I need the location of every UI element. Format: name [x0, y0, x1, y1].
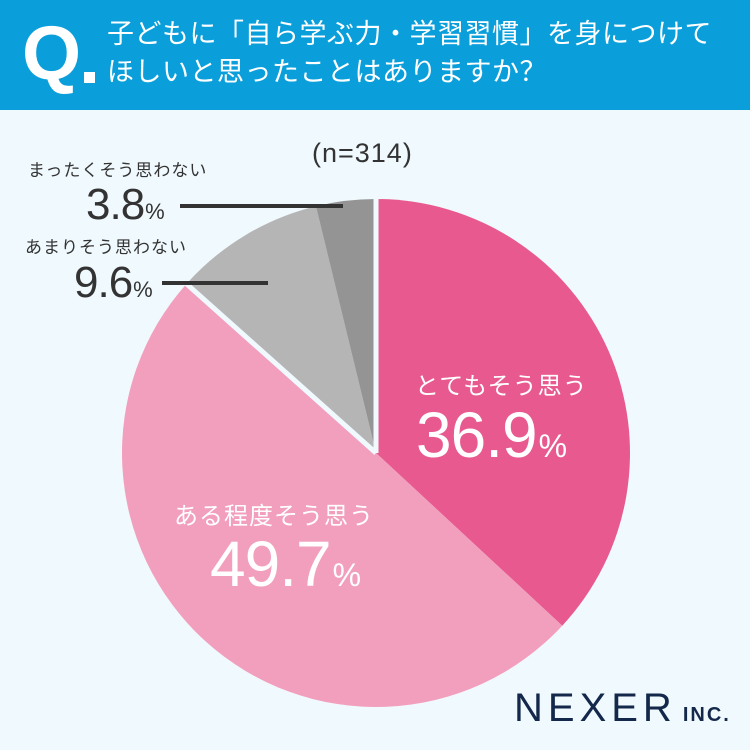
- value-strongly-agree: 36.9%: [416, 399, 568, 471]
- label-somewhat-disagree: あまりそう思わない: [25, 238, 187, 258]
- slice-separator: [184, 281, 378, 455]
- label-somewhat-agree: ある程度そう思う: [174, 502, 374, 530]
- question-line-1: 子どもに「自ら学ぶ力・学習習慣」を身につけて: [107, 19, 712, 50]
- value-somewhat-agree: 49.7%: [210, 528, 362, 600]
- slice-somewhat-agree: [122, 283, 563, 707]
- value-somewhat-disagree: 9.6%: [74, 258, 153, 307]
- nexer-logo: NEXER INC.: [514, 686, 731, 730]
- question-text: 子どもに「自ら学ぶ力・学習習慣」を身につけて ほしいと思ったことはありますか？: [107, 16, 737, 92]
- value-strongly-disagree: 3.8%: [86, 180, 165, 229]
- q-dot: [84, 72, 95, 83]
- question-line-2: ほしいと思ったことはありますか？: [107, 57, 547, 88]
- slice-strongly-agree: [376, 199, 630, 626]
- sample-size: (n=314): [312, 138, 413, 168]
- label-strongly-disagree: まったくそう思わない: [28, 161, 208, 181]
- slice-strongly-disagree: [315, 199, 376, 453]
- question-header: Q 子どもに「自ら学ぶ力・学習習慣」を身につけて ほしいと思ったことはありますか…: [0, 0, 750, 110]
- label-strongly-agree: とてもそう思う: [415, 372, 588, 400]
- q-mark: Q: [22, 11, 81, 96]
- slice-somewhat-disagree: [186, 206, 376, 453]
